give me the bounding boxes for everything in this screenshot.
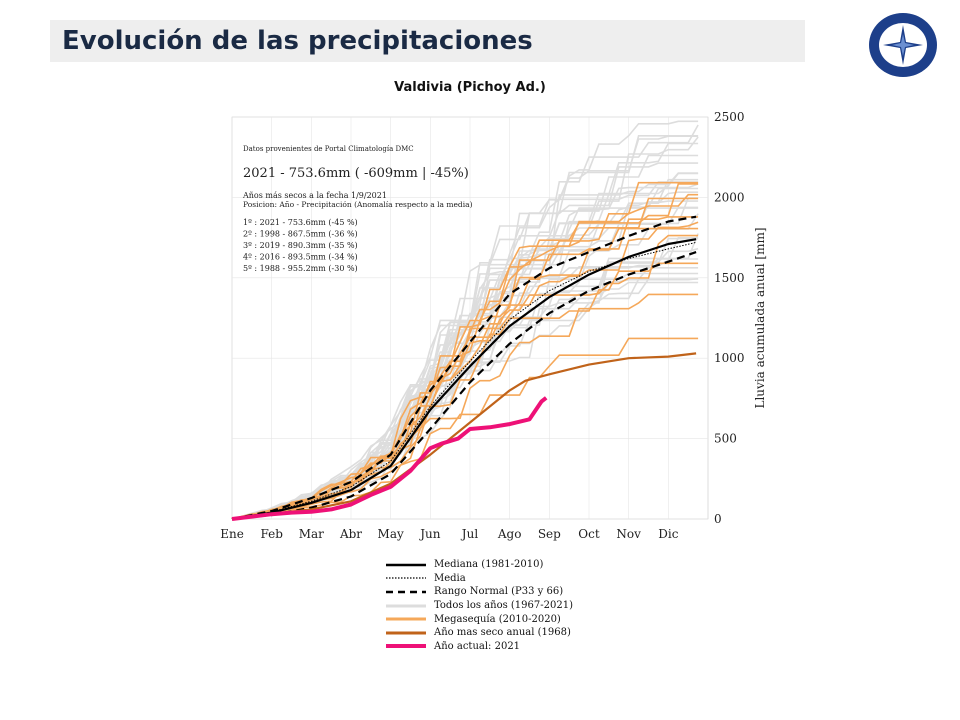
legend-label-mega: Megasequía (2010-2020) — [434, 613, 561, 625]
x-tick-label: Ago — [497, 527, 522, 541]
annotation-ranking-item: 3º : 2019 - 890.3mm (-35 %) — [243, 241, 358, 250]
y-axis-label: Lluvia acumulada anual [mm] — [753, 227, 767, 408]
x-tick-label: May — [378, 527, 404, 541]
x-tick-label: Abr — [339, 527, 362, 541]
chart-title: Valdivia (Pichoy Ad.) — [394, 80, 546, 95]
x-tick-label: Ene — [220, 527, 244, 541]
series-line — [231, 241, 697, 520]
legend-item-mega: Megasequía (2010-2020) — [384, 612, 573, 626]
legend-label-todos: Todos los años (1967-2021) — [434, 600, 573, 612]
y-tick-label: 2000 — [714, 190, 745, 204]
series-line — [231, 238, 697, 521]
legend-label-seco: Año mas seco anual (1968) — [434, 627, 571, 639]
annotation-source: Datos provenientes de Portal Climatologí… — [243, 145, 414, 153]
x-tick-label: Mar — [299, 527, 324, 541]
legend-label-media: Media — [434, 572, 466, 584]
x-tick-label: Oct — [578, 527, 600, 541]
legend-item-media: Media — [384, 572, 573, 586]
legend-item-rango: Rango Normal (P33 y 66) — [384, 585, 573, 599]
annotation-ranking-item: 5º : 1988 - 955.2mm (-30 %) — [243, 264, 358, 273]
legend-item-actual: Año actual: 2021 — [384, 640, 573, 654]
y-tick-label: 500 — [714, 432, 737, 446]
header-bar: Evolución de las precipitaciones — [50, 20, 805, 62]
x-tick-label: Jul — [460, 527, 479, 541]
legend-item-seco: Año mas seco anual (1968) — [384, 626, 573, 640]
x-tick-label: Feb — [260, 527, 283, 541]
legend-item-todos: Todos los años (1967-2021) — [384, 599, 573, 613]
series-line — [231, 396, 548, 521]
legend: Mediana (1981-2010) Media Rango Normal (… — [384, 558, 573, 653]
annotation-headline: 2021 - 753.6mm ( -609mm | -45%) — [243, 166, 469, 181]
annotation-ranking-item: 1º : 2021 - 753.6mm (-45 %) — [243, 218, 358, 227]
y-tick-label: 2500 — [714, 110, 745, 124]
legend-label-mediana: Mediana (1981-2010) — [434, 559, 544, 571]
x-tick-label: Nov — [616, 527, 641, 541]
annotation-ranking-item: 2º : 1998 - 867.5mm (-36 %) — [243, 230, 358, 239]
page-title: Evolución de las precipitaciones — [62, 26, 533, 56]
x-tick-label: Dic — [658, 527, 678, 541]
x-tick-label: Sep — [538, 527, 561, 541]
series-line — [231, 135, 699, 520]
y-tick-label: 1500 — [714, 271, 745, 285]
annotation-ranking-item: 4º : 2016 - 893.5mm (-34 %) — [243, 253, 358, 262]
y-tick-label: 0 — [714, 512, 722, 526]
y-tick-label: 1000 — [714, 351, 745, 365]
series-line — [231, 251, 697, 521]
legend-label-rango: Rango Normal (P33 y 66) — [434, 586, 564, 598]
annotation-ranking-subtitle: Posicion: Año - Precipitación (Anomalía … — [243, 200, 473, 209]
x-tick-label: Jun — [418, 527, 441, 541]
legend-label-actual: Año actual: 2021 — [434, 640, 521, 652]
series-line — [231, 215, 697, 521]
annotation-ranking-title: Años más secos a la fecha 1/9/2021 — [242, 191, 387, 200]
series-line — [231, 293, 699, 520]
dmc-logo — [869, 13, 937, 77]
legend-item-mediana: Mediana (1981-2010) — [384, 558, 573, 572]
series-line — [231, 352, 697, 521]
